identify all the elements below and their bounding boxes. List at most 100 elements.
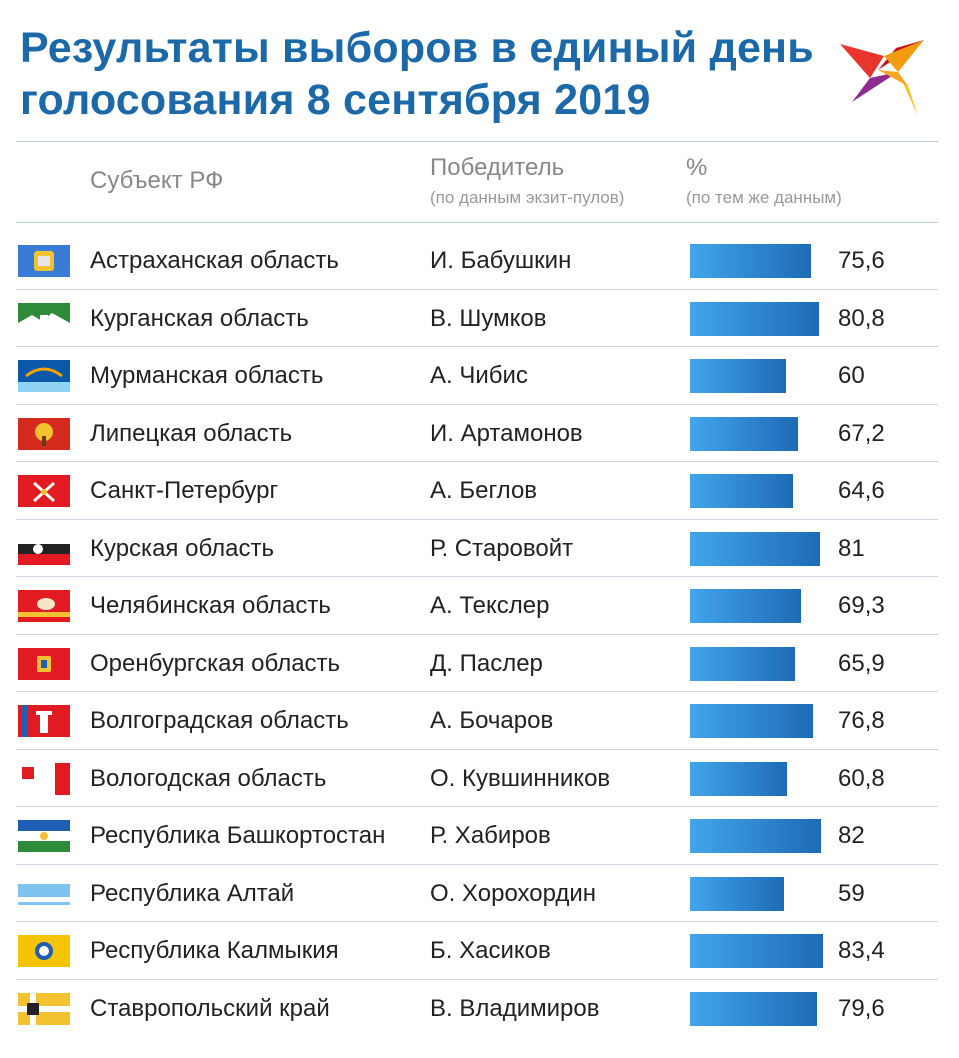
result-bar: [690, 934, 824, 968]
table-row: Волгоградская область А. Бочаров 76,8: [0, 692, 959, 750]
region-name: Курганская область: [90, 304, 309, 332]
row-divider: [16, 806, 938, 807]
region-name: Челябинская область: [90, 592, 331, 619]
winner-name: В. Шумков: [430, 304, 547, 332]
result-percent: 80,8: [838, 304, 885, 332]
result-bar: [690, 416, 798, 451]
result-percent: 82: [838, 822, 865, 849]
table-row: Челябинская область А. Текслер 69,3: [0, 577, 959, 635]
table-row: Курганская область В. Шумков 80,8: [0, 290, 959, 347]
result-percent: 83,4: [838, 937, 885, 964]
astrakhan-flag-icon: [18, 245, 70, 277]
winner-name: А. Чибис: [430, 362, 528, 389]
vologda-flag-icon: [18, 762, 70, 795]
header-bottom-divider: [16, 222, 938, 223]
title-line-1: Результаты выборов в единый день: [20, 24, 814, 72]
table-row: Астраханская область И. Бабушкин 75,6: [0, 232, 959, 290]
result-percent: 64,6: [838, 477, 885, 504]
title-line-2: голосования 8 сентября 2019: [20, 76, 651, 124]
winner-name: А. Бочаров: [430, 707, 554, 734]
altai-flag-icon: [18, 877, 70, 910]
region-name: Курская область: [90, 534, 274, 562]
column-header-percent-note: (по тем же данным): [686, 188, 842, 207]
kalmykia-flag-icon: [18, 935, 70, 967]
result-bar: [690, 589, 801, 623]
result-bar: [690, 474, 794, 508]
winner-name: Б. Хасиков: [430, 937, 551, 964]
row-divider: [16, 518, 938, 520]
column-header-percent: %: [686, 154, 708, 181]
result-bar: [690, 301, 820, 336]
region-name: Республика Калмыкия: [90, 937, 339, 964]
orenburg-flag-icon: [18, 647, 70, 680]
column-header-winner-note: (по данным экзит-пулов): [430, 188, 625, 207]
column-header-winner: Победитель: [430, 154, 565, 181]
row-divider: [16, 691, 938, 692]
result-bar: [690, 819, 822, 853]
winner-name: О. Хорохордин: [430, 879, 597, 907]
results-table: Астраханская область И. Бабушкин 75,6 Курга…: [0, 232, 959, 1037]
table-row: Липецкая область И. Артамонов 67,2: [0, 405, 959, 462]
lipetsk-flag-icon: [18, 417, 70, 450]
winner-name: В. Владимиров: [430, 994, 600, 1022]
result-percent: 75,6: [838, 247, 885, 274]
row-divider: [16, 748, 938, 750]
region-name: Оренбургская область: [90, 649, 341, 677]
header-top-divider: [16, 141, 938, 142]
region-name: Ставропольский край: [90, 994, 330, 1022]
region-name: Астраханская область: [90, 247, 339, 274]
result-percent: 69,3: [838, 592, 885, 619]
winner-name: Д. Паслер: [430, 649, 543, 677]
region-name: Волгоградская область: [90, 707, 349, 734]
region-name: Республика Башкортостан: [90, 822, 386, 849]
bashkortostan-flag-icon: [18, 820, 70, 852]
table-row: Санкт-Петербург А. Беглов 64,6: [0, 462, 959, 520]
volgograd-flag-icon: [18, 705, 70, 737]
winner-name: И. Артамонов: [430, 419, 583, 447]
winner-name: А. Беглов: [430, 477, 538, 504]
bird-logo-icon: [840, 40, 924, 116]
winner-name: И. Бабушкин: [430, 247, 572, 274]
table-row: Республика Башкортостан Р. Хабиров 82: [0, 807, 959, 865]
saint-petersburg-flag-icon: [18, 475, 70, 507]
result-bar: [690, 244, 811, 278]
result-bar: [690, 359, 786, 393]
page-title: Результаты выборов в единый день голосов…: [20, 22, 820, 126]
winner-name: Р. Хабиров: [430, 822, 551, 849]
result-percent: 59: [838, 879, 865, 907]
result-percent: 81: [838, 534, 865, 562]
table-row: Курская область Р. Старовойт 81: [0, 520, 959, 577]
stavropol-flag-icon: [18, 992, 70, 1025]
result-bar: [690, 531, 820, 566]
row-divider: [16, 288, 938, 290]
result-percent: 60: [838, 362, 865, 389]
region-name: Санкт-Петербург: [90, 477, 279, 504]
row-divider: [16, 576, 938, 577]
table-row: Оренбургская область Д. Паслер 65,9: [0, 635, 959, 692]
result-percent: 79,6: [838, 994, 885, 1022]
row-divider: [16, 403, 938, 405]
winner-name: Р. Старовойт: [430, 534, 574, 562]
result-percent: 60,8: [838, 764, 885, 792]
murmansk-flag-icon: [18, 360, 70, 392]
kurgan-flag-icon: [18, 302, 70, 335]
table-row: Вологодская область О. Кувшинников 60,8: [0, 750, 959, 807]
result-bar: [690, 704, 813, 738]
table-row: Мурманская область А. Чибис 60: [0, 347, 959, 405]
row-divider: [16, 978, 938, 980]
region-name: Липецкая область: [90, 419, 293, 447]
result-bar: [690, 761, 788, 796]
result-percent: 65,9: [838, 649, 885, 677]
result-percent: 76,8: [838, 707, 885, 734]
table-row: Республика Алтай О. Хорохордин 59: [0, 865, 959, 922]
region-name: Мурманская область: [90, 362, 324, 389]
table-row: Республика Калмыкия Б. Хасиков 83,4: [0, 922, 959, 980]
result-bar: [690, 876, 785, 911]
result-percent: 67,2: [838, 419, 885, 447]
winner-name: А. Текслер: [430, 592, 550, 619]
region-name: Республика Алтай: [90, 879, 295, 907]
result-bar: [690, 991, 818, 1026]
row-divider: [16, 633, 938, 635]
row-divider: [16, 863, 938, 865]
region-name: Вологодская область: [90, 764, 327, 792]
